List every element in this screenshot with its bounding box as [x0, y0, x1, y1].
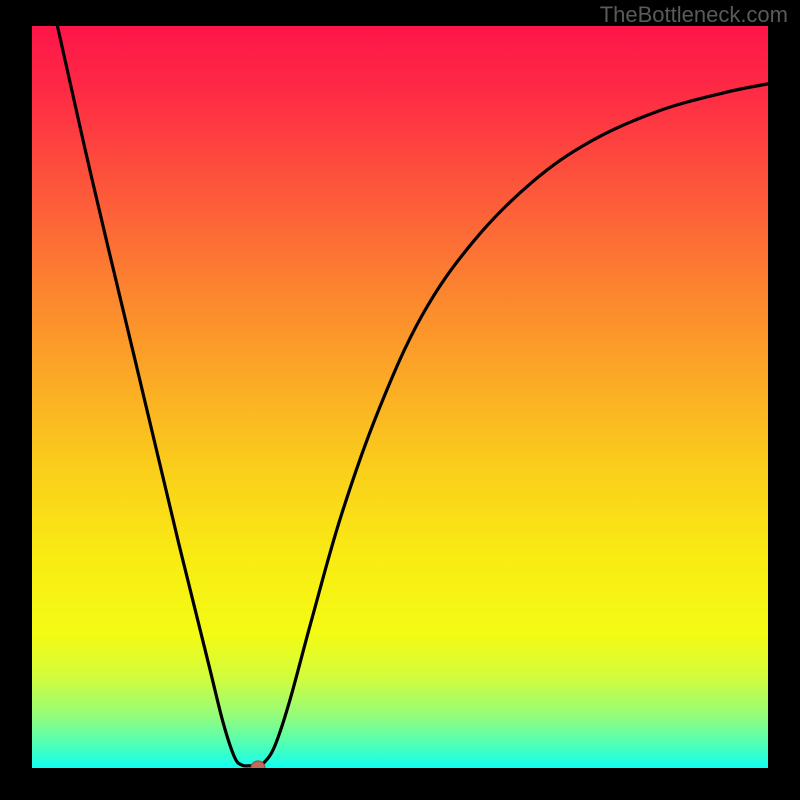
- chart-svg: [0, 0, 800, 800]
- chart-stage: TheBottleneck.com: [0, 0, 800, 800]
- watermark-text: TheBottleneck.com: [600, 2, 788, 28]
